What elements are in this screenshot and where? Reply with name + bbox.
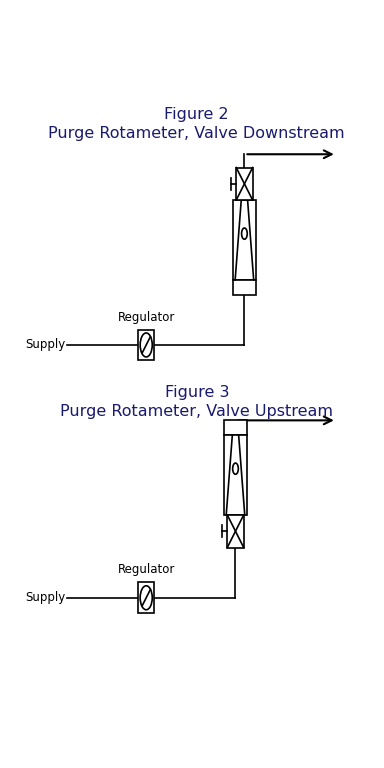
Text: Figure 2: Figure 2 [164, 107, 229, 122]
Text: Purge Rotameter, Valve Downstream: Purge Rotameter, Valve Downstream [48, 126, 345, 141]
Text: Figure 3: Figure 3 [165, 385, 229, 400]
Bar [224, 435, 247, 515]
Text: Purge Rotameter, Valve Upstream: Purge Rotameter, Valve Upstream [60, 404, 333, 419]
Circle shape [140, 586, 152, 610]
Circle shape [140, 333, 152, 357]
Text: Regulator: Regulator [118, 311, 175, 323]
Bar [236, 167, 253, 200]
Bar [233, 280, 256, 295]
Bar [139, 582, 154, 613]
Circle shape [233, 463, 238, 475]
Bar [233, 200, 256, 280]
Bar [139, 329, 154, 360]
Bar [227, 515, 244, 548]
Bar [224, 420, 247, 435]
Text: Regulator: Regulator [118, 564, 175, 577]
Circle shape [242, 228, 247, 239]
Text: Supply: Supply [26, 591, 66, 604]
Text: Supply: Supply [26, 339, 66, 352]
